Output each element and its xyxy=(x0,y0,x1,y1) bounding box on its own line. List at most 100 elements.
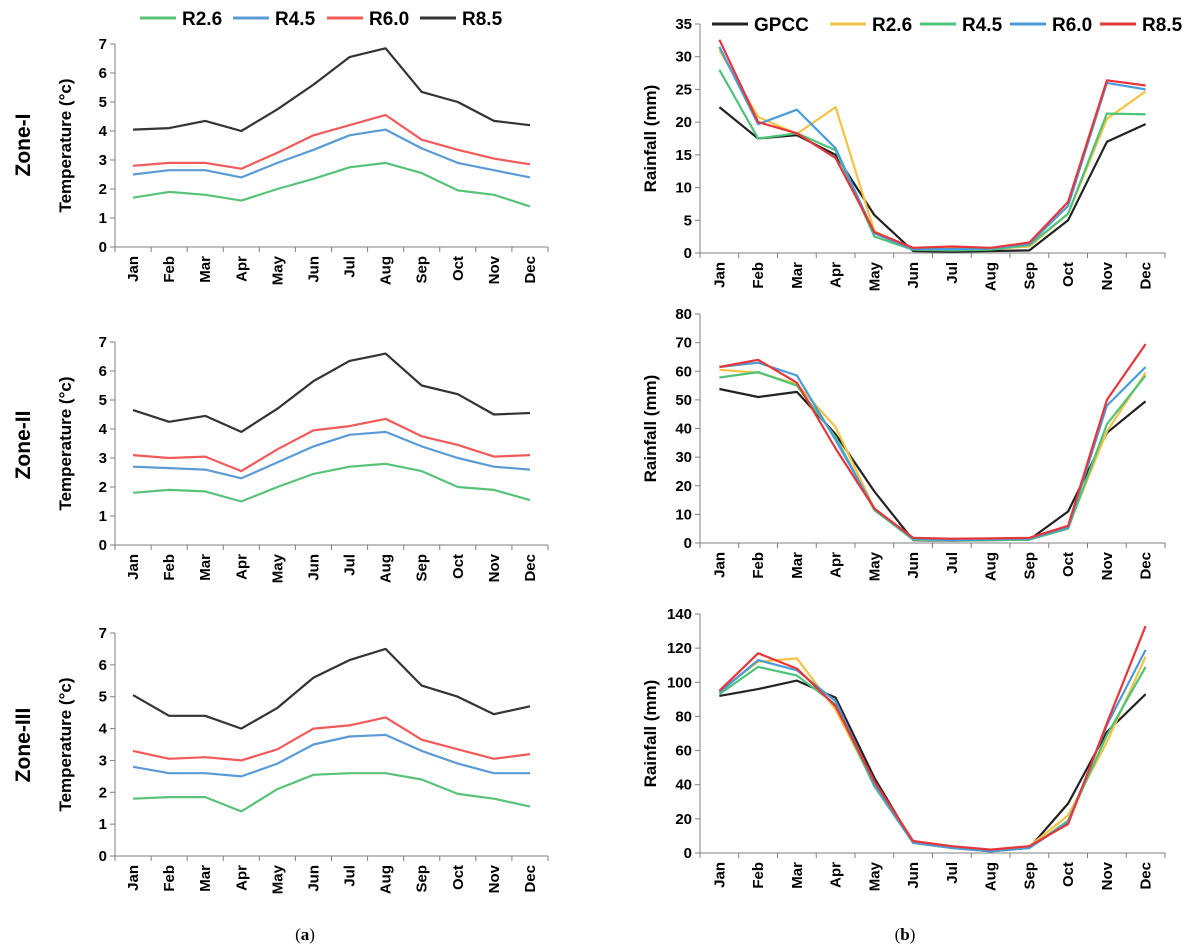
y-tick-label: 2 xyxy=(99,181,107,198)
y-tick-label: 4 xyxy=(99,721,108,738)
series-line-r4-5 xyxy=(132,733,530,778)
x-tick-label-jul: Jul xyxy=(944,862,961,884)
chart-temp2: 0 1 2 3 4 5 6 7 Jan Feb Mar Apr May Jun Jul Aug Sep Oct No… xyxy=(56,334,549,583)
series-line-r8-5 xyxy=(719,343,1147,540)
x-tick-label-feb: Feb xyxy=(750,552,767,579)
x-tick-label-may: May xyxy=(866,261,883,291)
series-line-r4-5 xyxy=(718,665,1147,853)
x-tick-label-may: May xyxy=(269,255,286,285)
y-tick-label: 35 xyxy=(675,16,692,33)
chart-temp3: 0 1 2 3 4 5 6 7 Jan Feb Mar Apr May Jun Jul Aug Sep Oct No… xyxy=(56,625,549,894)
x-tick-label-aug: Aug xyxy=(378,865,395,894)
x-tick-label-jun: Jun xyxy=(305,256,322,283)
y-tick-label: 30 xyxy=(675,449,692,466)
x-tick-label-mar: Mar xyxy=(789,552,806,579)
x-tick-label-feb: Feb xyxy=(161,554,178,581)
x-tick-label-nov: Nov xyxy=(1099,551,1116,580)
x-tick-label-nov: Nov xyxy=(486,864,503,893)
y-tick-label: 40 xyxy=(675,421,692,438)
y-tick-label: 80 xyxy=(675,708,692,725)
series-line-r6-0 xyxy=(132,417,531,473)
y-tick-label: 7 xyxy=(99,625,107,642)
x-tick-label-apr: Apr xyxy=(233,865,250,891)
chart-rain2: 0 10 20 30 40 50 60 70 80 Jan Feb Mar Apr May Jun Jul Au… xyxy=(641,306,1166,581)
y-tick-label: 20 xyxy=(675,478,692,495)
x-tick-label-sep: Sep xyxy=(1021,862,1038,890)
series-line-r8-5 xyxy=(132,352,531,433)
x-tick-label-jan: Jan xyxy=(711,552,728,578)
y-tick-label: 100 xyxy=(667,674,692,691)
y-tick-label: 3 xyxy=(99,450,107,467)
y-tick-label: 80 xyxy=(675,306,692,323)
series-line-r2-6 xyxy=(718,49,1147,251)
y-tick-label: 10 xyxy=(675,506,692,523)
x-tick-label-jun: Jun xyxy=(905,862,922,889)
chart-temp1: 0 1 2 3 4 5 6 7 Jan Feb Mar Apr May Jun Jul Aug Sep Oct No… xyxy=(56,36,549,285)
x-tick-label-sep: Sep xyxy=(1021,262,1038,290)
x-tick-label-may: May xyxy=(866,551,883,581)
x-tick-label-jul: Jul xyxy=(342,865,359,887)
x-tick-label-sep: Sep xyxy=(1021,552,1038,580)
chart-panels: 0 1 2 3 4 5 6 7 Jan Feb Mar Apr May Jun Jul Aug Sep Oct No… xyxy=(56,16,1166,894)
x-tick-label-feb: Feb xyxy=(750,862,767,889)
x-tick-label-aug: Aug xyxy=(378,256,395,285)
series-line-r8-5 xyxy=(132,647,531,730)
x-tick-label-aug: Aug xyxy=(378,554,395,583)
x-tick-label-aug: Aug xyxy=(983,552,1000,581)
x-tick-label-sep: Sep xyxy=(414,256,431,284)
series-line-r8-5 xyxy=(718,39,1146,249)
x-tick-label-mar: Mar xyxy=(789,862,806,889)
x-tick-label-aug: Aug xyxy=(983,262,1000,291)
x-tick-label-aug: Aug xyxy=(983,862,1000,891)
x-tick-label-jun: Jun xyxy=(305,865,322,892)
y-tick-label: 20 xyxy=(675,114,692,131)
legend-label-r4-5: R4.5 xyxy=(962,15,1003,36)
y-tick-label: 0 xyxy=(99,239,107,256)
y-tick-label: 0 xyxy=(684,845,692,862)
x-tick-label-feb: Feb xyxy=(750,262,767,289)
y-axis-label: Rainfall (mm) xyxy=(641,375,660,483)
y-tick-label: 1 xyxy=(99,816,107,833)
y-tick-label: 0 xyxy=(684,535,692,552)
y-tick-label: 140 xyxy=(667,606,692,623)
y-tick-label: 6 xyxy=(99,363,107,380)
series-line-r2-6 xyxy=(132,462,531,503)
x-tick-label-oct: Oct xyxy=(1060,262,1077,287)
series-line-gpcc xyxy=(719,679,1147,853)
series-line-r6-0 xyxy=(718,46,1146,251)
legend-label-r2-6: R2.6 xyxy=(182,9,222,30)
y-tick-label: 3 xyxy=(99,752,107,769)
series-line-r8-5 xyxy=(132,47,531,133)
x-tick-label-jun: Jun xyxy=(905,552,922,579)
series-line-r2-6 xyxy=(719,368,1147,542)
y-axis-label: Temperature (°c) xyxy=(56,78,75,212)
x-tick-label-feb: Feb xyxy=(161,865,178,892)
x-tick-label-dec: Dec xyxy=(1138,262,1155,290)
y-axis-label: Rainfall (mm) xyxy=(641,85,660,193)
series-line-r4-5 xyxy=(719,371,1147,542)
y-tick-label: 40 xyxy=(675,777,692,794)
x-tick-label-jul: Jul xyxy=(944,552,961,574)
x-tick-label-oct: Oct xyxy=(450,554,467,579)
y-tick-label: 120 xyxy=(667,640,692,657)
x-tick-label-sep: Sep xyxy=(414,554,431,582)
legend-label-gpcc: GPCC xyxy=(754,15,809,36)
x-tick-label-apr: Apr xyxy=(828,862,845,888)
legend-label-r6-0: R6.0 xyxy=(369,9,409,30)
x-tick-label-jul: Jul xyxy=(342,256,359,278)
x-tick-label-may: May xyxy=(269,553,286,583)
x-tick-label-mar: Mar xyxy=(789,262,806,289)
y-tick-label: 60 xyxy=(675,363,692,380)
x-tick-label-mar: Mar xyxy=(197,554,214,581)
x-tick-label-oct: Oct xyxy=(450,865,467,890)
series-line-r6-0 xyxy=(718,649,1147,853)
legend-label-r6-0: R6.0 xyxy=(1052,15,1092,36)
x-tick-label-apr: Apr xyxy=(828,552,845,578)
y-tick-label: 2 xyxy=(99,784,107,801)
x-tick-label-dec: Dec xyxy=(1138,862,1155,890)
y-tick-label: 10 xyxy=(675,180,692,197)
x-tick-label-oct: Oct xyxy=(450,256,467,281)
series-line-r6-0 xyxy=(719,361,1147,542)
x-tick-label-jun: Jun xyxy=(905,262,922,289)
y-tick-label: 6 xyxy=(99,657,107,674)
